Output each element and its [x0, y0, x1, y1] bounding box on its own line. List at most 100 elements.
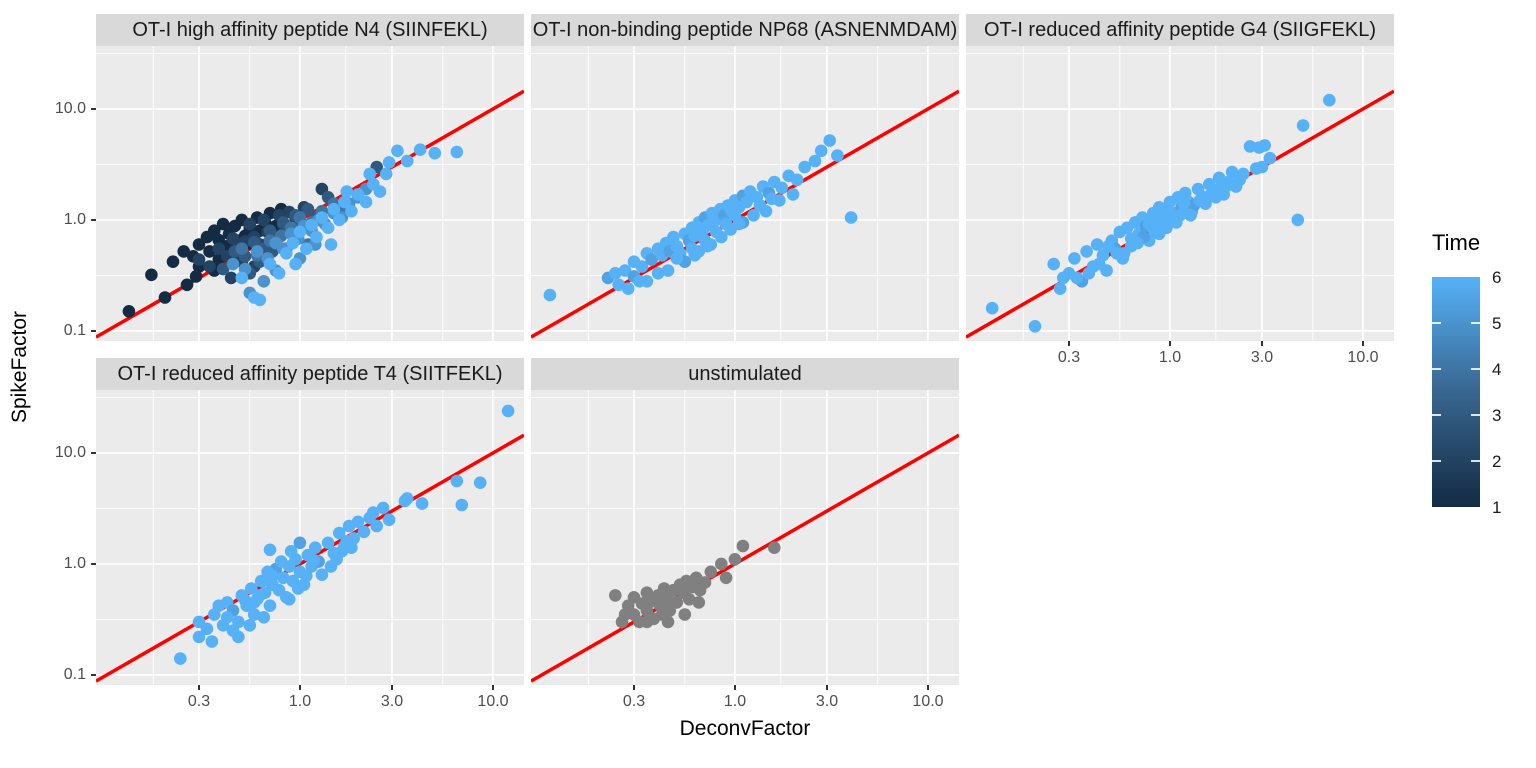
data-point [400, 492, 414, 505]
facet-strip-title: OT-I reduced affinity peptide T4 (SIITFE… [96, 358, 524, 390]
x-tick-label: 10.0 [912, 693, 944, 710]
y-tick-label: 0.1 [63, 666, 86, 683]
data-point [661, 264, 675, 277]
data-point [543, 288, 557, 302]
data-point [327, 202, 341, 216]
data-point [1258, 139, 1271, 152]
data-point [174, 652, 187, 665]
y-tick-label: 0.1 [63, 322, 86, 339]
data-point [698, 576, 712, 589]
panel-plot-area [96, 390, 524, 685]
x-tick-label: 0.3 [187, 693, 211, 710]
data-point [823, 134, 836, 147]
colorbar-gradient [1432, 277, 1480, 507]
data-point [338, 195, 351, 209]
x-tick-label: 1.0 [288, 693, 312, 710]
data-point [1090, 238, 1104, 251]
data-point [450, 474, 464, 488]
facet-strip-title: OT-I non-binding peptide NP68 (ASNENMDAM… [531, 14, 959, 46]
data-point [747, 209, 760, 222]
data-point [345, 204, 358, 218]
facet-panel: OT-I reduced affinity peptide G4 (SIIGFE… [966, 14, 1394, 341]
data-point [814, 144, 828, 158]
x-tick-label: 3.0 [815, 693, 839, 710]
legend-title: Time [1432, 230, 1481, 255]
data-point [1225, 165, 1239, 179]
legend-tick-label: 1 [1492, 498, 1502, 517]
data-point [428, 146, 442, 160]
data-point [122, 305, 136, 318]
panel-plot-area [531, 46, 959, 341]
data-point [257, 275, 271, 288]
data-point [321, 221, 335, 235]
data-point [359, 195, 373, 209]
data-point [1117, 247, 1131, 260]
y-tick-label: 10.0 [54, 100, 86, 117]
data-point [1323, 93, 1336, 107]
data-point [985, 301, 999, 315]
data-point [189, 270, 203, 283]
data-point [740, 195, 753, 209]
data-point [243, 217, 257, 231]
x-tick-mark [927, 685, 929, 690]
x-tick-label: 10.0 [1347, 349, 1379, 366]
data-point [266, 569, 279, 583]
data-point [324, 238, 338, 251]
data-point [759, 204, 773, 218]
data-point [333, 526, 346, 540]
data-point [276, 571, 290, 585]
data-point [633, 275, 646, 288]
data-point [203, 260, 216, 273]
data-point [280, 247, 293, 260]
data-point [1028, 320, 1042, 333]
data-point [719, 571, 733, 585]
data-point [688, 249, 702, 262]
data-point [790, 173, 804, 187]
data-point [1102, 239, 1115, 253]
data-point [715, 557, 728, 571]
data-point [1070, 271, 1084, 285]
x-tick-mark [734, 685, 736, 690]
data-point [363, 167, 377, 181]
data-point [1056, 271, 1070, 285]
data-point [274, 555, 288, 568]
legend-tick-label: 5 [1492, 314, 1502, 333]
y-tick-mark [91, 674, 96, 676]
data-point [1142, 217, 1156, 231]
data-point [415, 497, 429, 510]
legend-tick-label: 4 [1492, 360, 1502, 379]
colorbar-tick-mark [1471, 322, 1480, 324]
data-point [657, 582, 671, 595]
data-point [301, 202, 315, 216]
data-point [1229, 180, 1243, 193]
data-point [640, 615, 654, 629]
data-point [345, 541, 358, 554]
data-point [798, 160, 811, 174]
data-point [245, 582, 258, 595]
data-point [192, 630, 206, 644]
x-axis-title: DeconvFactor [679, 717, 811, 740]
data-point [257, 213, 271, 227]
x-tick-mark [826, 685, 828, 690]
colorbar-tick-mark [1432, 414, 1441, 416]
data-point [609, 589, 622, 602]
colorbar-tick-mark [1471, 368, 1480, 370]
data-point [1291, 213, 1305, 227]
data-point [645, 253, 658, 266]
data-point [238, 594, 252, 607]
y-tick-mark [91, 219, 96, 221]
data-point [289, 257, 302, 271]
data-point [455, 498, 469, 512]
data-point [253, 589, 267, 602]
data-point [243, 619, 257, 632]
data-point [308, 541, 322, 554]
data-point [1263, 151, 1277, 165]
data-point [321, 536, 335, 550]
y-tick-label: 10.0 [54, 444, 86, 461]
data-point [253, 293, 267, 307]
data-point [678, 608, 692, 621]
data-point [670, 252, 684, 265]
data-point [351, 515, 365, 529]
data-point [786, 188, 800, 201]
y-tick-mark [91, 330, 96, 332]
